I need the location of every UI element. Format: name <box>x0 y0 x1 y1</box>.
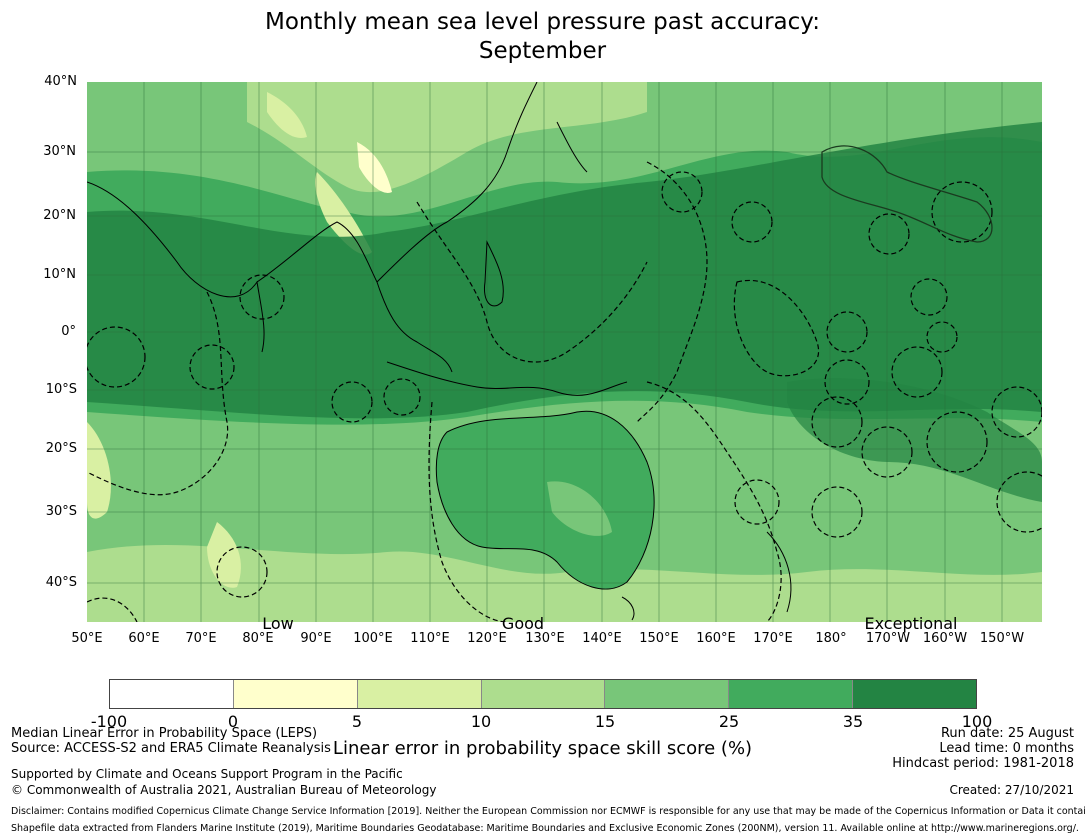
colorbar-segment <box>357 680 482 708</box>
lat-label-10s: 10°S <box>45 382 77 397</box>
lon-label-110e: 110°E <box>410 631 450 646</box>
category-exceptional: Exceptional <box>864 614 958 633</box>
field-dark-band <box>87 122 1042 419</box>
map-canvas <box>87 82 1042 622</box>
colorbar-tick: 25 <box>718 712 740 731</box>
lon-label-120e: 120°E <box>467 631 507 646</box>
field-sw-light <box>87 422 111 519</box>
copyright-text: © Commonwealth of Australia 2021, Austra… <box>11 783 437 797</box>
coast-indonesia <box>386 361 628 396</box>
lead-time: Lead time: 0 months <box>939 741 1074 756</box>
lon-label-60e: 60°E <box>128 631 160 646</box>
field-tibet <box>267 92 307 138</box>
lon-label-140e: 140°E <box>582 631 622 646</box>
lon-label-160w: 160°W <box>922 631 968 646</box>
lon-label-50e: 50°E <box>71 631 103 646</box>
lon-label-130e: 130°E <box>525 631 565 646</box>
lat-label-10n: 10°N <box>43 267 76 282</box>
colorbar-segment <box>110 680 234 708</box>
lat-label-40n: 40°N <box>44 74 77 89</box>
coast-new-zealand <box>766 531 792 613</box>
coast-australia <box>435 410 655 590</box>
lat-label-40s: 40°S <box>45 575 77 590</box>
lon-label-150w: 150°W <box>979 631 1025 646</box>
field-far-south <box>87 544 1042 622</box>
graticule <box>87 82 1042 622</box>
lat-label-20n: 20°N <box>43 208 76 223</box>
eez-hawaii <box>821 145 993 243</box>
colorbar <box>109 679 977 709</box>
title-line-2: September <box>478 38 607 64</box>
lon-label-80e: 80°E <box>242 631 274 646</box>
colorbar-tick: 35 <box>842 712 864 731</box>
colorbar-segment <box>481 680 606 708</box>
shapefile-credit: Shapefile data extracted from Flanders M… <box>11 823 1079 834</box>
coast-china <box>376 82 538 283</box>
colorbar-tick: 100 <box>961 712 993 731</box>
lat-label-30n: 30°N <box>43 144 76 159</box>
lat-label-20s: 20°S <box>45 441 77 456</box>
lon-label-150e: 150°E <box>639 631 679 646</box>
coast-india <box>87 181 265 353</box>
support-text: Supported by Climate and Oceans Support … <box>11 767 403 781</box>
coast-japan <box>556 121 588 173</box>
colorbar-label: Linear error in probability space skill … <box>332 738 753 759</box>
lon-label-180: 180° <box>815 631 847 646</box>
field-australia <box>436 411 655 590</box>
colorbar-tick: -100 <box>90 712 128 731</box>
run-date: Run date: 25 August <box>940 726 1074 741</box>
method-text: Median Linear Error in Probability Space… <box>11 726 318 741</box>
colorbar-tick: 15 <box>594 712 616 731</box>
lon-label-170e: 170°E <box>753 631 793 646</box>
eez-boundaries <box>87 161 1042 622</box>
lon-label-160e: 160°E <box>696 631 736 646</box>
created-date: Created: 27/10/2021 <box>949 783 1074 797</box>
coast-tasmania <box>621 596 635 621</box>
colorbar-segment <box>233 680 358 708</box>
hindcast-period: Hindcast period: 1981-2018 <box>892 756 1074 771</box>
disclaimer-text: Disclaimer: Contains modified Copernicus… <box>11 806 1085 817</box>
category-low: Low <box>262 614 294 633</box>
coast-se-asia <box>256 221 453 373</box>
field-east-dark <box>787 378 1042 502</box>
source-text: Source: ACCESS-S2 and ERA5 Climate Reana… <box>11 741 331 756</box>
field-australia-inner <box>547 481 612 536</box>
coast-philippines <box>483 240 504 307</box>
colorbar-tick: 10 <box>470 712 492 731</box>
skill-score-map <box>87 82 1042 622</box>
map-title: Monthly mean sea level pressure past acc… <box>0 8 1085 66</box>
lon-label-70e: 70°E <box>185 631 217 646</box>
coastlines <box>87 82 792 621</box>
colorbar-segment <box>729 680 854 708</box>
lon-label-170w: 170°W <box>865 631 911 646</box>
colorbar-tick: 0 <box>227 712 239 731</box>
lat-label-0: 0° <box>61 324 76 339</box>
lon-label-100e: 100°E <box>353 631 393 646</box>
category-good: Good <box>501 614 545 633</box>
colorbar-segment <box>853 680 977 708</box>
lat-label-30s: 30°S <box>45 504 77 519</box>
field-asia-light <box>247 82 647 193</box>
title-line-1: Monthly mean sea level pressure past acc… <box>265 9 820 35</box>
lon-label-90e: 90°E <box>300 631 332 646</box>
field-yellow-patch <box>357 142 392 193</box>
colorbar-tick: 5 <box>351 712 363 731</box>
colorbar-segment <box>605 680 730 708</box>
field-indochina <box>315 172 372 255</box>
